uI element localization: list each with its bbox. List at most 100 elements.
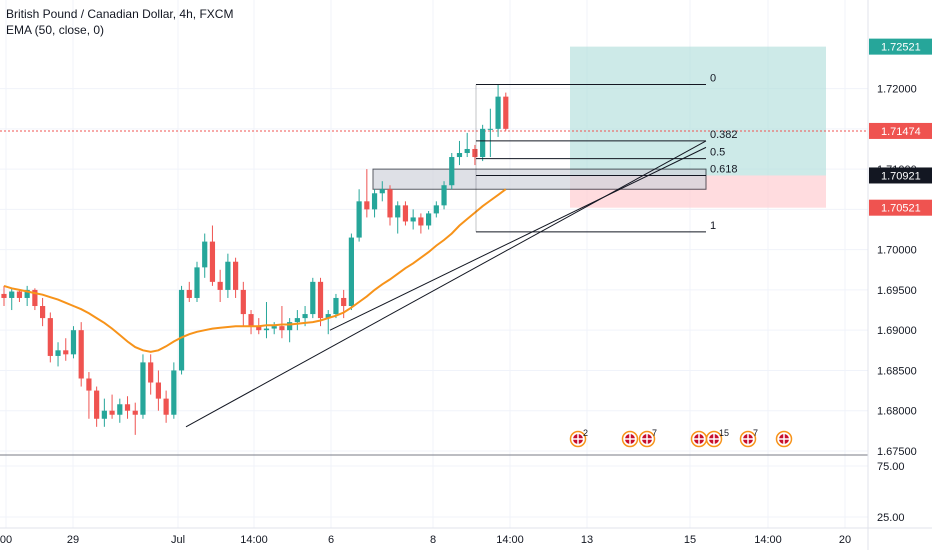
price-tag: 1.72521 (869, 38, 932, 55)
candle (194, 261, 200, 302)
candle (32, 288, 38, 311)
candle-body (132, 410, 138, 415)
price-tick-label: 1.69500 (877, 285, 917, 297)
candle (402, 201, 409, 226)
candle (310, 277, 316, 319)
candle (78, 322, 84, 387)
event-badge (621, 430, 639, 448)
event-badge (569, 430, 587, 448)
candle-body (348, 237, 354, 307)
candle-body (178, 289, 185, 371)
candle-body (379, 189, 385, 194)
event-count: 2 (583, 428, 588, 438)
candle (155, 370, 161, 411)
candle-body (163, 398, 169, 415)
candle-body (456, 153, 463, 158)
candle-body (449, 157, 455, 186)
candle-body (202, 241, 208, 268)
chart-legend: British Pound / Canadian Dollar, 4h, FXC… (6, 6, 233, 38)
candle (86, 372, 92, 419)
candle-body (47, 318, 53, 356)
candle-body (480, 128, 486, 158)
candle-body (310, 281, 316, 315)
candle (132, 402, 138, 435)
candle-body (402, 205, 409, 222)
candle (202, 233, 208, 278)
candle (248, 310, 254, 335)
candle (364, 169, 370, 218)
sub-pane-tick-label: 25.00 (877, 512, 905, 524)
candle (387, 185, 393, 226)
fib-level-label: 0.382 (710, 129, 738, 141)
candle-body (101, 410, 107, 419)
candle-body (279, 326, 285, 331)
candle-body (441, 185, 447, 206)
candle-body (364, 201, 370, 210)
event-badge (638, 430, 656, 448)
price-tag: 1.70921 (869, 167, 932, 184)
candle (63, 338, 69, 361)
candle-body (78, 330, 84, 379)
price-tag: 1.71474 (869, 122, 932, 139)
candle (163, 390, 169, 423)
candle-body (464, 148, 470, 154)
candle (294, 310, 300, 331)
candle (433, 201, 439, 218)
candle (480, 124, 486, 162)
candle-body (426, 213, 432, 226)
candle-body (418, 217, 424, 226)
price-tick-label: 1.69000 (877, 325, 917, 337)
candle (171, 362, 177, 419)
trendline-lower (329, 146, 707, 331)
candle (333, 293, 339, 319)
candle (9, 288, 15, 311)
price-tag-text: 1.72521 (881, 42, 921, 54)
candle (140, 354, 146, 419)
candle (410, 209, 416, 230)
candle (16, 289, 23, 302)
candle (1, 285, 7, 307)
candle-body (410, 217, 416, 222)
candle-body (317, 281, 324, 319)
candle (271, 322, 277, 335)
time-tick-label: 29 (67, 534, 79, 546)
price-tag-bg (869, 38, 932, 55)
candle (240, 281, 246, 327)
candle-body (395, 205, 401, 218)
candle-body (263, 328, 270, 331)
time-tick-label: 8 (430, 534, 436, 546)
price-tag-bg (869, 122, 932, 139)
candle (233, 257, 239, 298)
candle (464, 132, 470, 158)
candle-body (186, 289, 192, 298)
time-tick-label: 14:00 (496, 534, 524, 546)
candle (348, 233, 354, 311)
time-tick-label: 13 (581, 534, 593, 546)
candle-body (1, 293, 7, 298)
candle-body (86, 378, 92, 391)
candle-body (503, 96, 509, 129)
event-badge (739, 430, 757, 448)
candle (449, 153, 455, 190)
candle-body (233, 261, 239, 290)
candle (70, 326, 77, 359)
candle-body (148, 362, 154, 383)
candle (101, 398, 107, 427)
candle (47, 312, 53, 363)
candle-body (32, 289, 38, 307)
price-tick-label: 1.67500 (877, 446, 917, 458)
candle (40, 297, 46, 327)
candle (225, 253, 231, 298)
price-tag-bg (869, 199, 932, 216)
candle-body (248, 314, 254, 327)
candle-body (40, 306, 46, 319)
candle (287, 318, 293, 343)
price-tag: 1.70521 (869, 199, 932, 216)
fib-level-label: 0 (710, 73, 716, 85)
candle-body (171, 370, 177, 415)
candle (279, 306, 285, 339)
candle (418, 213, 424, 234)
candle-body (9, 291, 15, 298)
